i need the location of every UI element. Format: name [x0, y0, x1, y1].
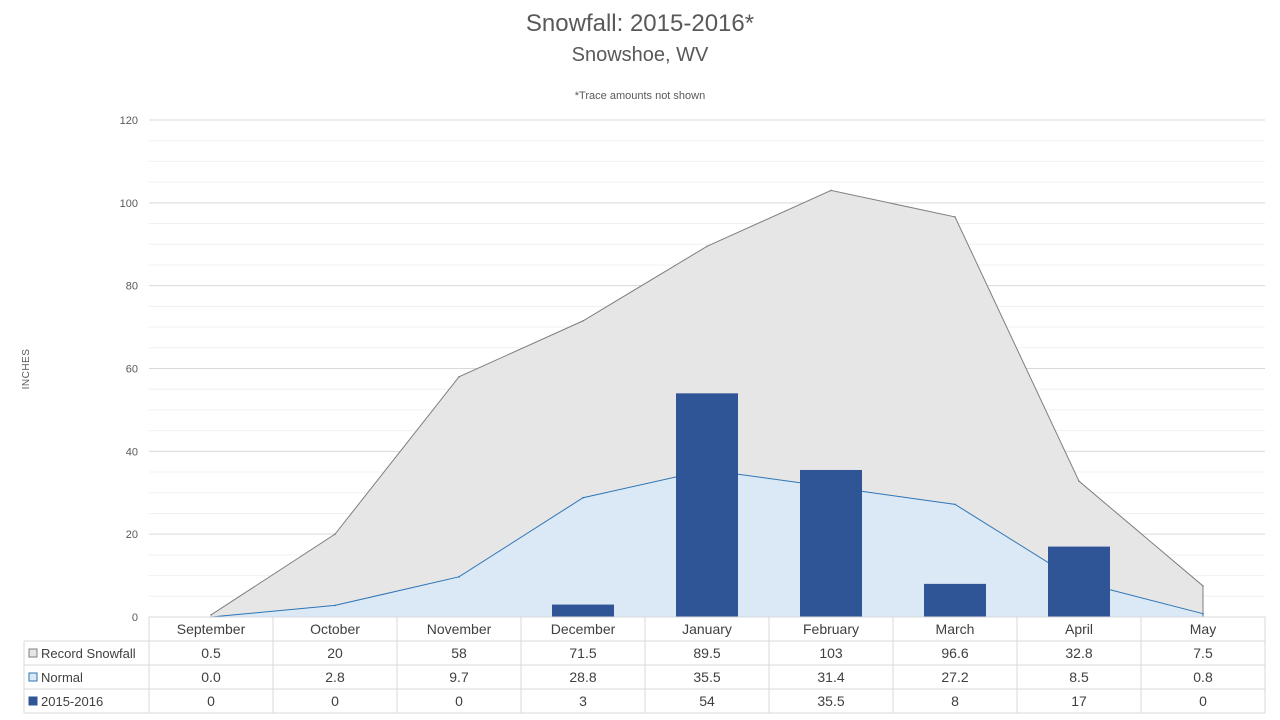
chart-title: Snowfall: 2015-2016* [525, 10, 755, 37]
x-tick-label: November [427, 621, 492, 637]
data-label: 58 [451, 645, 467, 661]
x-tick-label: September [177, 621, 246, 637]
area-point-record-snowfall [1078, 480, 1080, 482]
area-point-record-snowfall [1202, 585, 1204, 587]
data-label: 0.5 [201, 645, 221, 661]
area-point-record-snowfall [582, 320, 584, 322]
x-tick-label: March [936, 621, 975, 637]
data-label: 20 [327, 645, 343, 661]
area-point-normal [334, 604, 336, 607]
y-axis-title: INCHES [21, 349, 32, 390]
bar-march [924, 583, 986, 617]
x-tick-label: May [1190, 621, 1216, 637]
y-tick-label: 120 [120, 115, 138, 127]
data-label: 0 [331, 693, 339, 709]
bar-january [676, 393, 738, 617]
data-label: 7.5 [1193, 645, 1213, 661]
data-label: 17 [1071, 693, 1087, 709]
bar-february [800, 469, 862, 617]
legend-label: Record Snowfall [41, 646, 136, 661]
bar-december [552, 604, 614, 617]
area-point-normal [458, 576, 460, 578]
data-label: 8 [951, 693, 959, 709]
legend-label: 2015-2016 [41, 694, 103, 709]
legend-key-record-snowfall [28, 648, 38, 658]
chart-note: *Trace amounts not shown [574, 90, 706, 102]
data-label: 8.5 [1069, 669, 1089, 685]
data-label: 3 [579, 693, 587, 709]
data-label: 31.4 [817, 669, 844, 685]
data-label: 0 [455, 693, 463, 709]
x-tick-label: December [551, 621, 616, 637]
x-tick-label: January [682, 621, 732, 637]
data-label: 32.8 [1065, 645, 1092, 661]
legend-label: Normal [41, 670, 83, 685]
y-tick-label: 80 [126, 281, 138, 293]
area-point-normal [1202, 612, 1204, 615]
data-label: 89.5 [693, 645, 720, 661]
area-point-normal [954, 503, 956, 506]
data-label: 2.8 [325, 669, 345, 685]
data-label: 9.7 [449, 669, 469, 685]
chart-subtitle: Snowshoe, WV [571, 44, 709, 66]
data-label: 28.8 [569, 669, 596, 685]
data-label: 96.6 [941, 645, 968, 661]
data-label: 35.5 [817, 693, 844, 709]
data-label: 0.8 [1193, 669, 1213, 685]
data-label: 103 [819, 645, 843, 661]
area-point-record-snowfall [458, 375, 460, 378]
area-point-record-snowfall [954, 216, 956, 218]
x-tick-label: April [1065, 621, 1093, 637]
area-point-record-snowfall [706, 245, 708, 248]
data-label: 0.0 [201, 669, 221, 685]
y-tick-label: 60 [126, 364, 138, 376]
x-tick-label: October [310, 621, 360, 637]
y-tick-label: 100 [120, 198, 138, 210]
area-point-record-snowfall [210, 614, 212, 616]
x-tick-label: February [803, 621, 859, 637]
area-point-record-snowfall [830, 189, 832, 192]
data-label: 27.2 [941, 669, 968, 685]
area-point-normal [582, 496, 584, 499]
data-label: 54 [699, 693, 715, 709]
data-label: 35.5 [693, 669, 720, 685]
legend-key-normal [28, 672, 38, 682]
y-tick-label: 0 [132, 612, 138, 624]
data-label: 0 [207, 693, 215, 709]
legend-key-2015-2016 [28, 696, 38, 706]
area-point-record-snowfall [334, 533, 336, 535]
data-label: 0 [1199, 693, 1207, 709]
y-tick-label: 20 [126, 529, 138, 541]
data-label: 71.5 [569, 645, 596, 661]
y-tick-label: 40 [126, 446, 138, 458]
bar-april [1048, 546, 1110, 617]
